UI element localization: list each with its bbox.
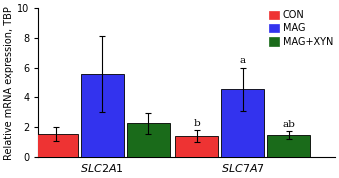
Bar xyxy=(35,134,78,157)
Bar xyxy=(175,137,218,157)
Text: ab: ab xyxy=(282,120,295,129)
Bar xyxy=(81,74,123,157)
Bar xyxy=(221,89,264,157)
Y-axis label: Relative mRNA expression, TBP: Relative mRNA expression, TBP xyxy=(4,6,14,159)
Text: a: a xyxy=(240,56,246,66)
Legend: CON, MAG, MAG+XYN: CON, MAG, MAG+XYN xyxy=(269,10,333,47)
Text: b: b xyxy=(193,119,200,128)
Bar xyxy=(267,135,310,157)
Bar xyxy=(127,124,170,157)
